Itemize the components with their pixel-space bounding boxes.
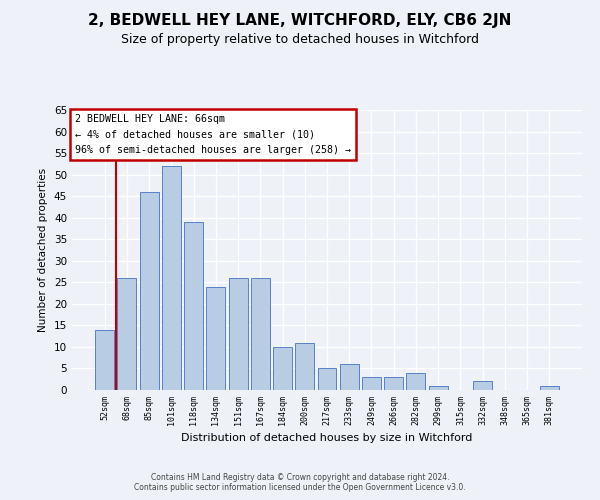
- Bar: [540, 386, 559, 390]
- Bar: [162, 166, 181, 390]
- Text: Size of property relative to detached houses in Witchford: Size of property relative to detached ho…: [121, 32, 479, 46]
- Bar: [384, 377, 403, 390]
- Bar: [473, 382, 492, 390]
- X-axis label: Distribution of detached houses by size in Witchford: Distribution of detached houses by size …: [181, 433, 473, 443]
- Bar: [206, 286, 225, 390]
- Bar: [429, 386, 448, 390]
- Bar: [184, 222, 203, 390]
- Bar: [251, 278, 270, 390]
- Bar: [118, 278, 136, 390]
- Text: Contains public sector information licensed under the Open Government Licence v3: Contains public sector information licen…: [134, 483, 466, 492]
- Text: 2, BEDWELL HEY LANE, WITCHFORD, ELY, CB6 2JN: 2, BEDWELL HEY LANE, WITCHFORD, ELY, CB6…: [88, 12, 512, 28]
- Bar: [340, 364, 359, 390]
- Bar: [362, 377, 381, 390]
- Text: Contains HM Land Registry data © Crown copyright and database right 2024.: Contains HM Land Registry data © Crown c…: [151, 473, 449, 482]
- Bar: [406, 373, 425, 390]
- Bar: [229, 278, 248, 390]
- Y-axis label: Number of detached properties: Number of detached properties: [38, 168, 49, 332]
- Text: 2 BEDWELL HEY LANE: 66sqm
← 4% of detached houses are smaller (10)
96% of semi-d: 2 BEDWELL HEY LANE: 66sqm ← 4% of detach…: [74, 114, 350, 156]
- Bar: [317, 368, 337, 390]
- Bar: [95, 330, 114, 390]
- Bar: [295, 342, 314, 390]
- Bar: [273, 347, 292, 390]
- Bar: [140, 192, 158, 390]
